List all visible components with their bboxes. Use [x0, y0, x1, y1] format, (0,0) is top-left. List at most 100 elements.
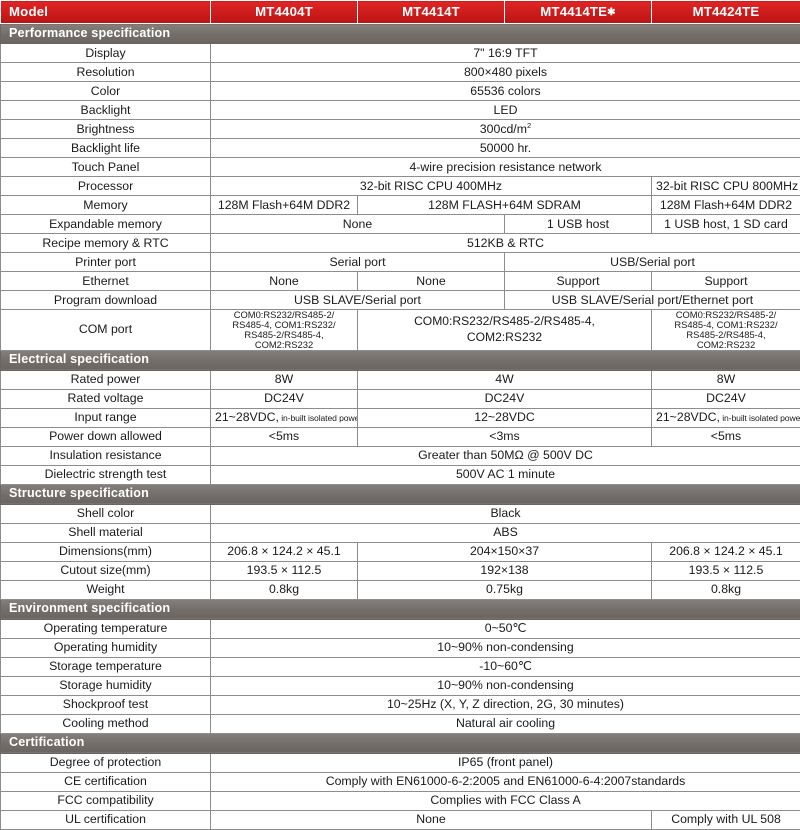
row-label: Resolution [1, 63, 211, 82]
row-label: Program download [1, 291, 211, 310]
row-label: Storage temperature [1, 657, 211, 676]
row-label: Operating temperature [1, 619, 211, 638]
section-header-row: Certification [1, 733, 800, 753]
section-header-row: Electrical specification [1, 350, 800, 370]
section-header-row: Environment specification [1, 599, 800, 619]
value-cell: 204×150×37 [358, 542, 652, 561]
table-row: Power down allowed<5ms<3ms<5ms [1, 427, 800, 446]
row-label: Operating humidity [1, 638, 211, 657]
value-cell: None [358, 272, 505, 291]
value-cell: Support [652, 272, 800, 291]
row-label: FCC compatibility [1, 791, 211, 810]
row-label: Weight [1, 580, 211, 599]
value-cell: USB/Serial port [505, 253, 800, 272]
row-label: Color [1, 82, 211, 101]
value-cell: Support [505, 272, 652, 291]
row-label: Dimensions(mm) [1, 542, 211, 561]
table-row: Storage temperature-10~60℃ [1, 657, 800, 676]
row-label: Memory [1, 196, 211, 215]
row-label: Shell material [1, 523, 211, 542]
row-label: Backlight [1, 101, 211, 120]
value-cell: <5ms [652, 427, 800, 446]
value-cell: Comply with UL 508 [652, 810, 800, 829]
row-label: Touch Panel [1, 158, 211, 177]
row-label: Storage humidity [1, 676, 211, 695]
value-cell: 0.8kg [652, 580, 800, 599]
value-cell: None [211, 272, 358, 291]
value-cell: None [211, 810, 652, 829]
value-cell: 32-bit RISC CPU 800MHz [652, 177, 800, 196]
value-cell: COM0:RS232/RS485-2/RS485-4,COM2:RS232 [358, 310, 652, 351]
value-cell: Complies with FCC Class A [211, 791, 800, 810]
value-cell: 128M Flash+64M DDR2 [652, 196, 800, 215]
row-label: Display [1, 44, 211, 63]
value-cell: COM0:RS232/RS485-2/RS485-4, COM1:RS232/R… [211, 310, 358, 351]
row-label: Shockproof test [1, 695, 211, 714]
row-label: Cutout size(mm) [1, 561, 211, 580]
value-cell: 800×480 pixels [211, 63, 800, 82]
value-cell: Serial port [211, 253, 505, 272]
row-label: Ethernet [1, 272, 211, 291]
value-cell: 21~28VDC, in-built isolated power supply… [211, 408, 358, 427]
value-cell: 12~28VDC [358, 408, 652, 427]
section-header-label: Certification [1, 733, 800, 753]
row-label: Degree of protection [1, 753, 211, 772]
value-cell: 1 USB host [505, 215, 652, 234]
model-header-label: Model [1, 1, 211, 24]
value-cell: DC24V [358, 389, 652, 408]
value-cell: USB SLAVE/Serial port [211, 291, 505, 310]
value-cell: <3ms [358, 427, 652, 446]
value-cell: 0.8kg [211, 580, 358, 599]
row-label: Input range [1, 408, 211, 427]
value-cell: DC24V [211, 389, 358, 408]
value-cell: IP65 (front panel) [211, 753, 800, 772]
model-header-cell: MT4414T [358, 1, 505, 24]
value-cell: None [211, 215, 505, 234]
section-header-row: Performance specification [1, 24, 800, 44]
section-header-label: Performance specification [1, 24, 800, 44]
value-cell: 0.75kg [358, 580, 652, 599]
value-cell: 32-bit RISC CPU 400MHz [211, 177, 652, 196]
value-cell: Natural air cooling [211, 714, 800, 733]
value-cell: 500V AC 1 minute [211, 465, 800, 484]
value-cell: 206.8 × 124.2 × 45.1 [211, 542, 358, 561]
value-cell: Greater than 50MΩ @ 500V DC [211, 446, 800, 465]
value-cell: 21~28VDC, in-built isolated power supply… [652, 408, 800, 427]
value-cell: 128M FLASH+64M SDRAM [358, 196, 652, 215]
row-label: UL certification [1, 810, 211, 829]
row-label: Brightness [1, 120, 211, 139]
value-cell: Comply with EN61000-6-2:2005 and EN61000… [211, 772, 800, 791]
value-cell: 10~90% non-condensing [211, 676, 800, 695]
value-cell: 193.5 × 112.5 [211, 561, 358, 580]
value-cell: 65536 colors [211, 82, 800, 101]
row-label: Recipe memory & RTC [1, 234, 211, 253]
row-label: Printer port [1, 253, 211, 272]
value-cell: 0~50℃ [211, 619, 800, 638]
value-cell: 8W [652, 370, 800, 389]
section-header-row: Structure specification [1, 484, 800, 504]
